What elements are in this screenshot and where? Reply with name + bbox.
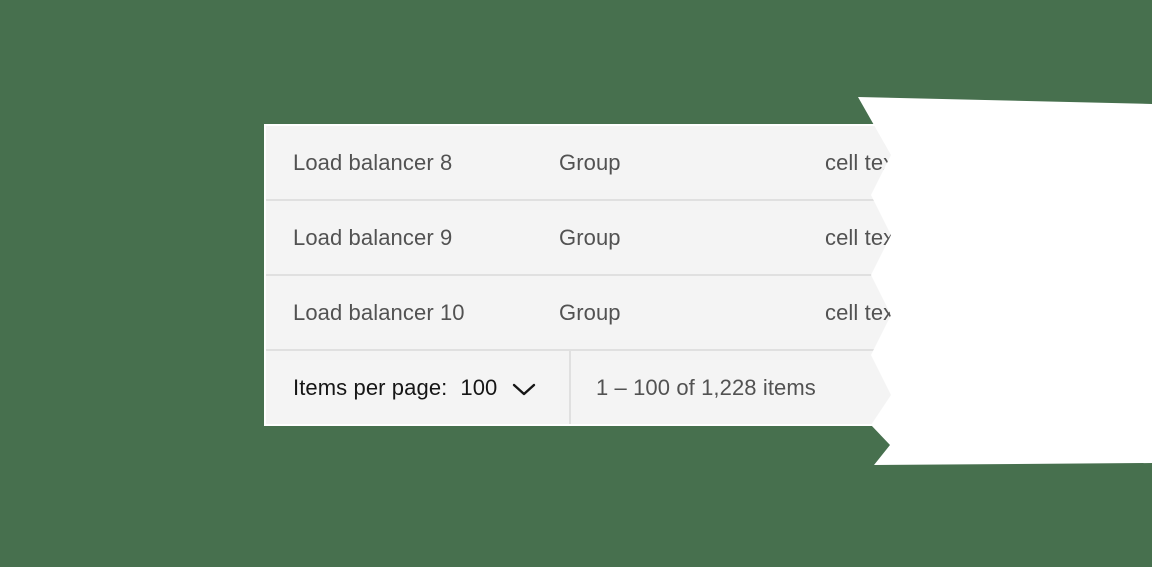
page-size-value: 100 [460,374,498,400]
pagination-bar: Items per page: 100 1 – 100 of 1,228 ite… [266,351,894,424]
cell-extra: cell text [825,224,901,250]
chevron-down-icon [513,383,536,395]
table-row[interactable]: Load balancer 9 Group cell text [266,201,900,276]
cell-type: Group [559,149,621,175]
cell-name: Load balancer 9 [293,224,453,250]
data-table: Load balancer 8 Group cell text Load bal… [264,124,900,426]
cell-extra: cell text [825,149,901,175]
pagination-divider [569,351,571,424]
pagination-range: 1 – 100 of 1,228 items [596,374,816,400]
items-per-page-select[interactable]: Items per page: 100 [293,351,536,424]
table-row[interactable]: Load balancer 8 Group cell text [266,126,900,201]
cell-extra: cell text [825,299,901,325]
cell-name: Load balancer 10 [293,299,465,325]
table-row[interactable]: Load balancer 10 Group cell text [266,276,900,351]
torn-sheet-shape [858,97,1152,465]
cell-name: Load balancer 8 [293,149,453,175]
cell-type: Group [559,224,621,250]
items-per-page-label: Items per page: [293,374,448,400]
cell-type: Group [559,299,621,325]
